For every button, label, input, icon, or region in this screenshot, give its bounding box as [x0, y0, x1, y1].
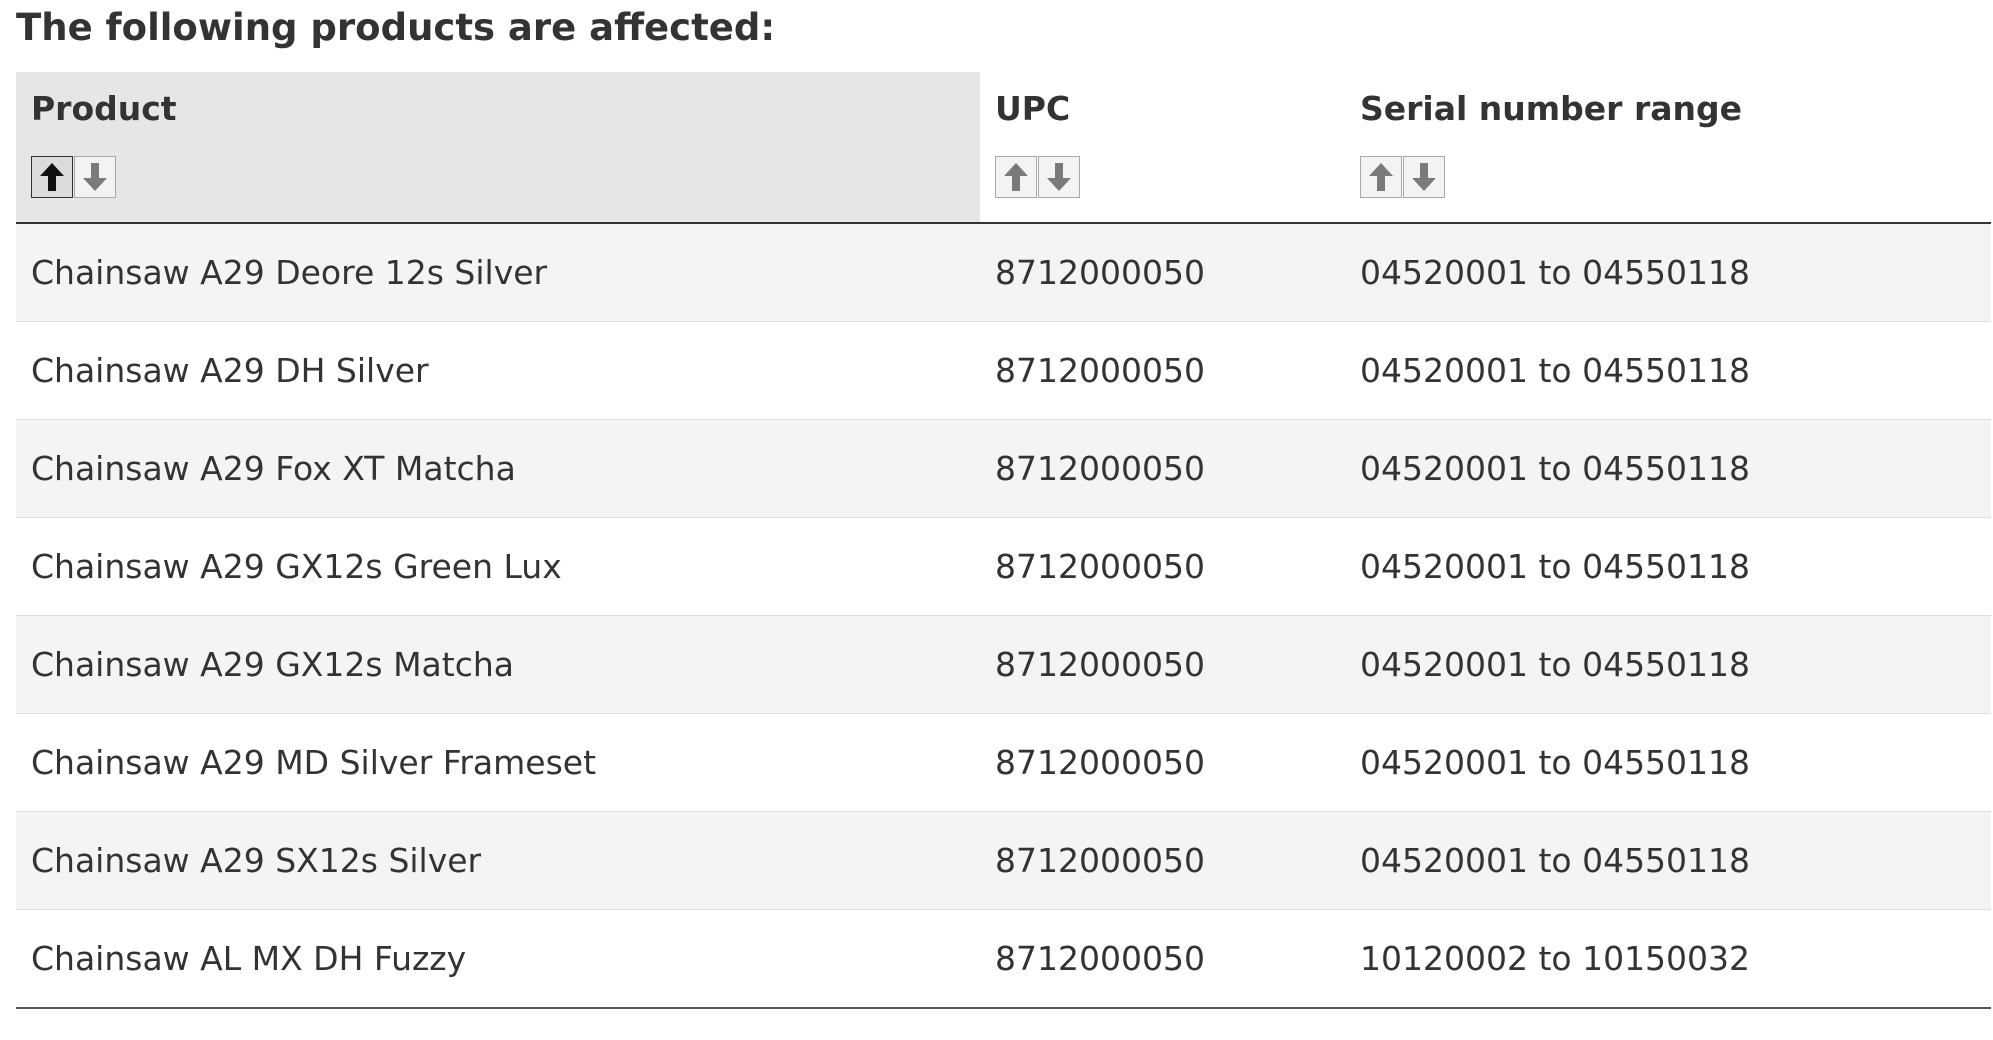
table-body: Chainsaw A29 Deore 12s Silver 8712000050…: [16, 223, 1991, 1009]
cell-serial-number-range: 04520001 to 04550118: [1345, 321, 1991, 420]
cell-product: Chainsaw A29 Deore 12s Silver: [16, 223, 980, 322]
cell-product: Chainsaw A29 GX12s Green Lux: [16, 517, 980, 616]
column-label-upc: UPC: [995, 89, 1071, 128]
table-header: Product UPC: [16, 72, 1991, 224]
cell-product: Chainsaw A29 MD Silver Frameset: [16, 713, 980, 812]
sort-descending-button-product[interactable]: [74, 156, 116, 198]
arrow-up-icon: [40, 163, 64, 191]
cell-serial-number-range: 10120002 to 10150032: [1345, 909, 1991, 1009]
sort-ascending-button-upc[interactable]: [995, 156, 1037, 198]
column-header-upc: UPC: [980, 72, 1345, 224]
column-label-serial-number-range: Serial number range: [1360, 89, 1742, 128]
arrow-down-icon: [83, 163, 107, 191]
column-header-product: Product: [16, 72, 980, 224]
table-row: Chainsaw AL MX DH Fuzzy 8712000050 10120…: [16, 909, 1991, 1009]
page-heading: The following products are affected:: [16, 6, 776, 49]
sort-ascending-button-serial-number-range[interactable]: [1360, 156, 1402, 198]
cell-serial-number-range: 04520001 to 04550118: [1345, 811, 1991, 910]
sort-ascending-button-product[interactable]: [31, 156, 73, 198]
table-row: Chainsaw A29 GX12s Green Lux 8712000050 …: [16, 517, 1991, 616]
table-row: Chainsaw A29 GX12s Matcha 8712000050 045…: [16, 615, 1991, 714]
table-row: Chainsaw A29 Deore 12s Silver 8712000050…: [16, 223, 1991, 322]
cell-serial-number-range: 04520001 to 04550118: [1345, 223, 1991, 322]
cell-upc: 8712000050: [980, 517, 1345, 616]
cell-product: Chainsaw A29 DH Silver: [16, 321, 980, 420]
arrow-down-icon: [1047, 163, 1071, 191]
cell-upc: 8712000050: [980, 321, 1345, 420]
cell-product: Chainsaw AL MX DH Fuzzy: [16, 909, 980, 1009]
cell-upc: 8712000050: [980, 909, 1345, 1009]
cell-serial-number-range: 04520001 to 04550118: [1345, 517, 1991, 616]
sort-controls-serial-number-range: [1360, 156, 1991, 198]
column-header-serial-number-range: Serial number range: [1345, 72, 1991, 224]
sort-descending-button-upc[interactable]: [1038, 156, 1080, 198]
sort-controls-product: [31, 156, 980, 198]
affected-products-table: Product UPC: [16, 72, 1991, 1009]
column-label-product: Product: [31, 89, 177, 128]
cell-upc: 8712000050: [980, 811, 1345, 910]
cell-upc: 8712000050: [980, 223, 1345, 322]
sort-descending-button-serial-number-range[interactable]: [1403, 156, 1445, 198]
arrow-up-icon: [1004, 163, 1028, 191]
cell-upc: 8712000050: [980, 713, 1345, 812]
cell-serial-number-range: 04520001 to 04550118: [1345, 615, 1991, 714]
cell-product: Chainsaw A29 SX12s Silver: [16, 811, 980, 910]
arrow-up-icon: [1369, 163, 1393, 191]
cell-upc: 8712000050: [980, 615, 1345, 714]
arrow-down-icon: [1412, 163, 1436, 191]
sort-controls-upc: [995, 156, 1345, 198]
cell-product: Chainsaw A29 GX12s Matcha: [16, 615, 980, 714]
table-row: Chainsaw A29 MD Silver Frameset 87120000…: [16, 713, 1991, 812]
cell-upc: 8712000050: [980, 419, 1345, 518]
table-row: Chainsaw A29 DH Silver 8712000050 045200…: [16, 321, 1991, 420]
header-row: Product UPC: [16, 72, 1991, 224]
cell-serial-number-range: 04520001 to 04550118: [1345, 419, 1991, 518]
table-row: Chainsaw A29 SX12s Silver 8712000050 045…: [16, 811, 1991, 910]
cell-serial-number-range: 04520001 to 04550118: [1345, 713, 1991, 812]
table-row: Chainsaw A29 Fox XT Matcha 8712000050 04…: [16, 419, 1991, 518]
cell-product: Chainsaw A29 Fox XT Matcha: [16, 419, 980, 518]
